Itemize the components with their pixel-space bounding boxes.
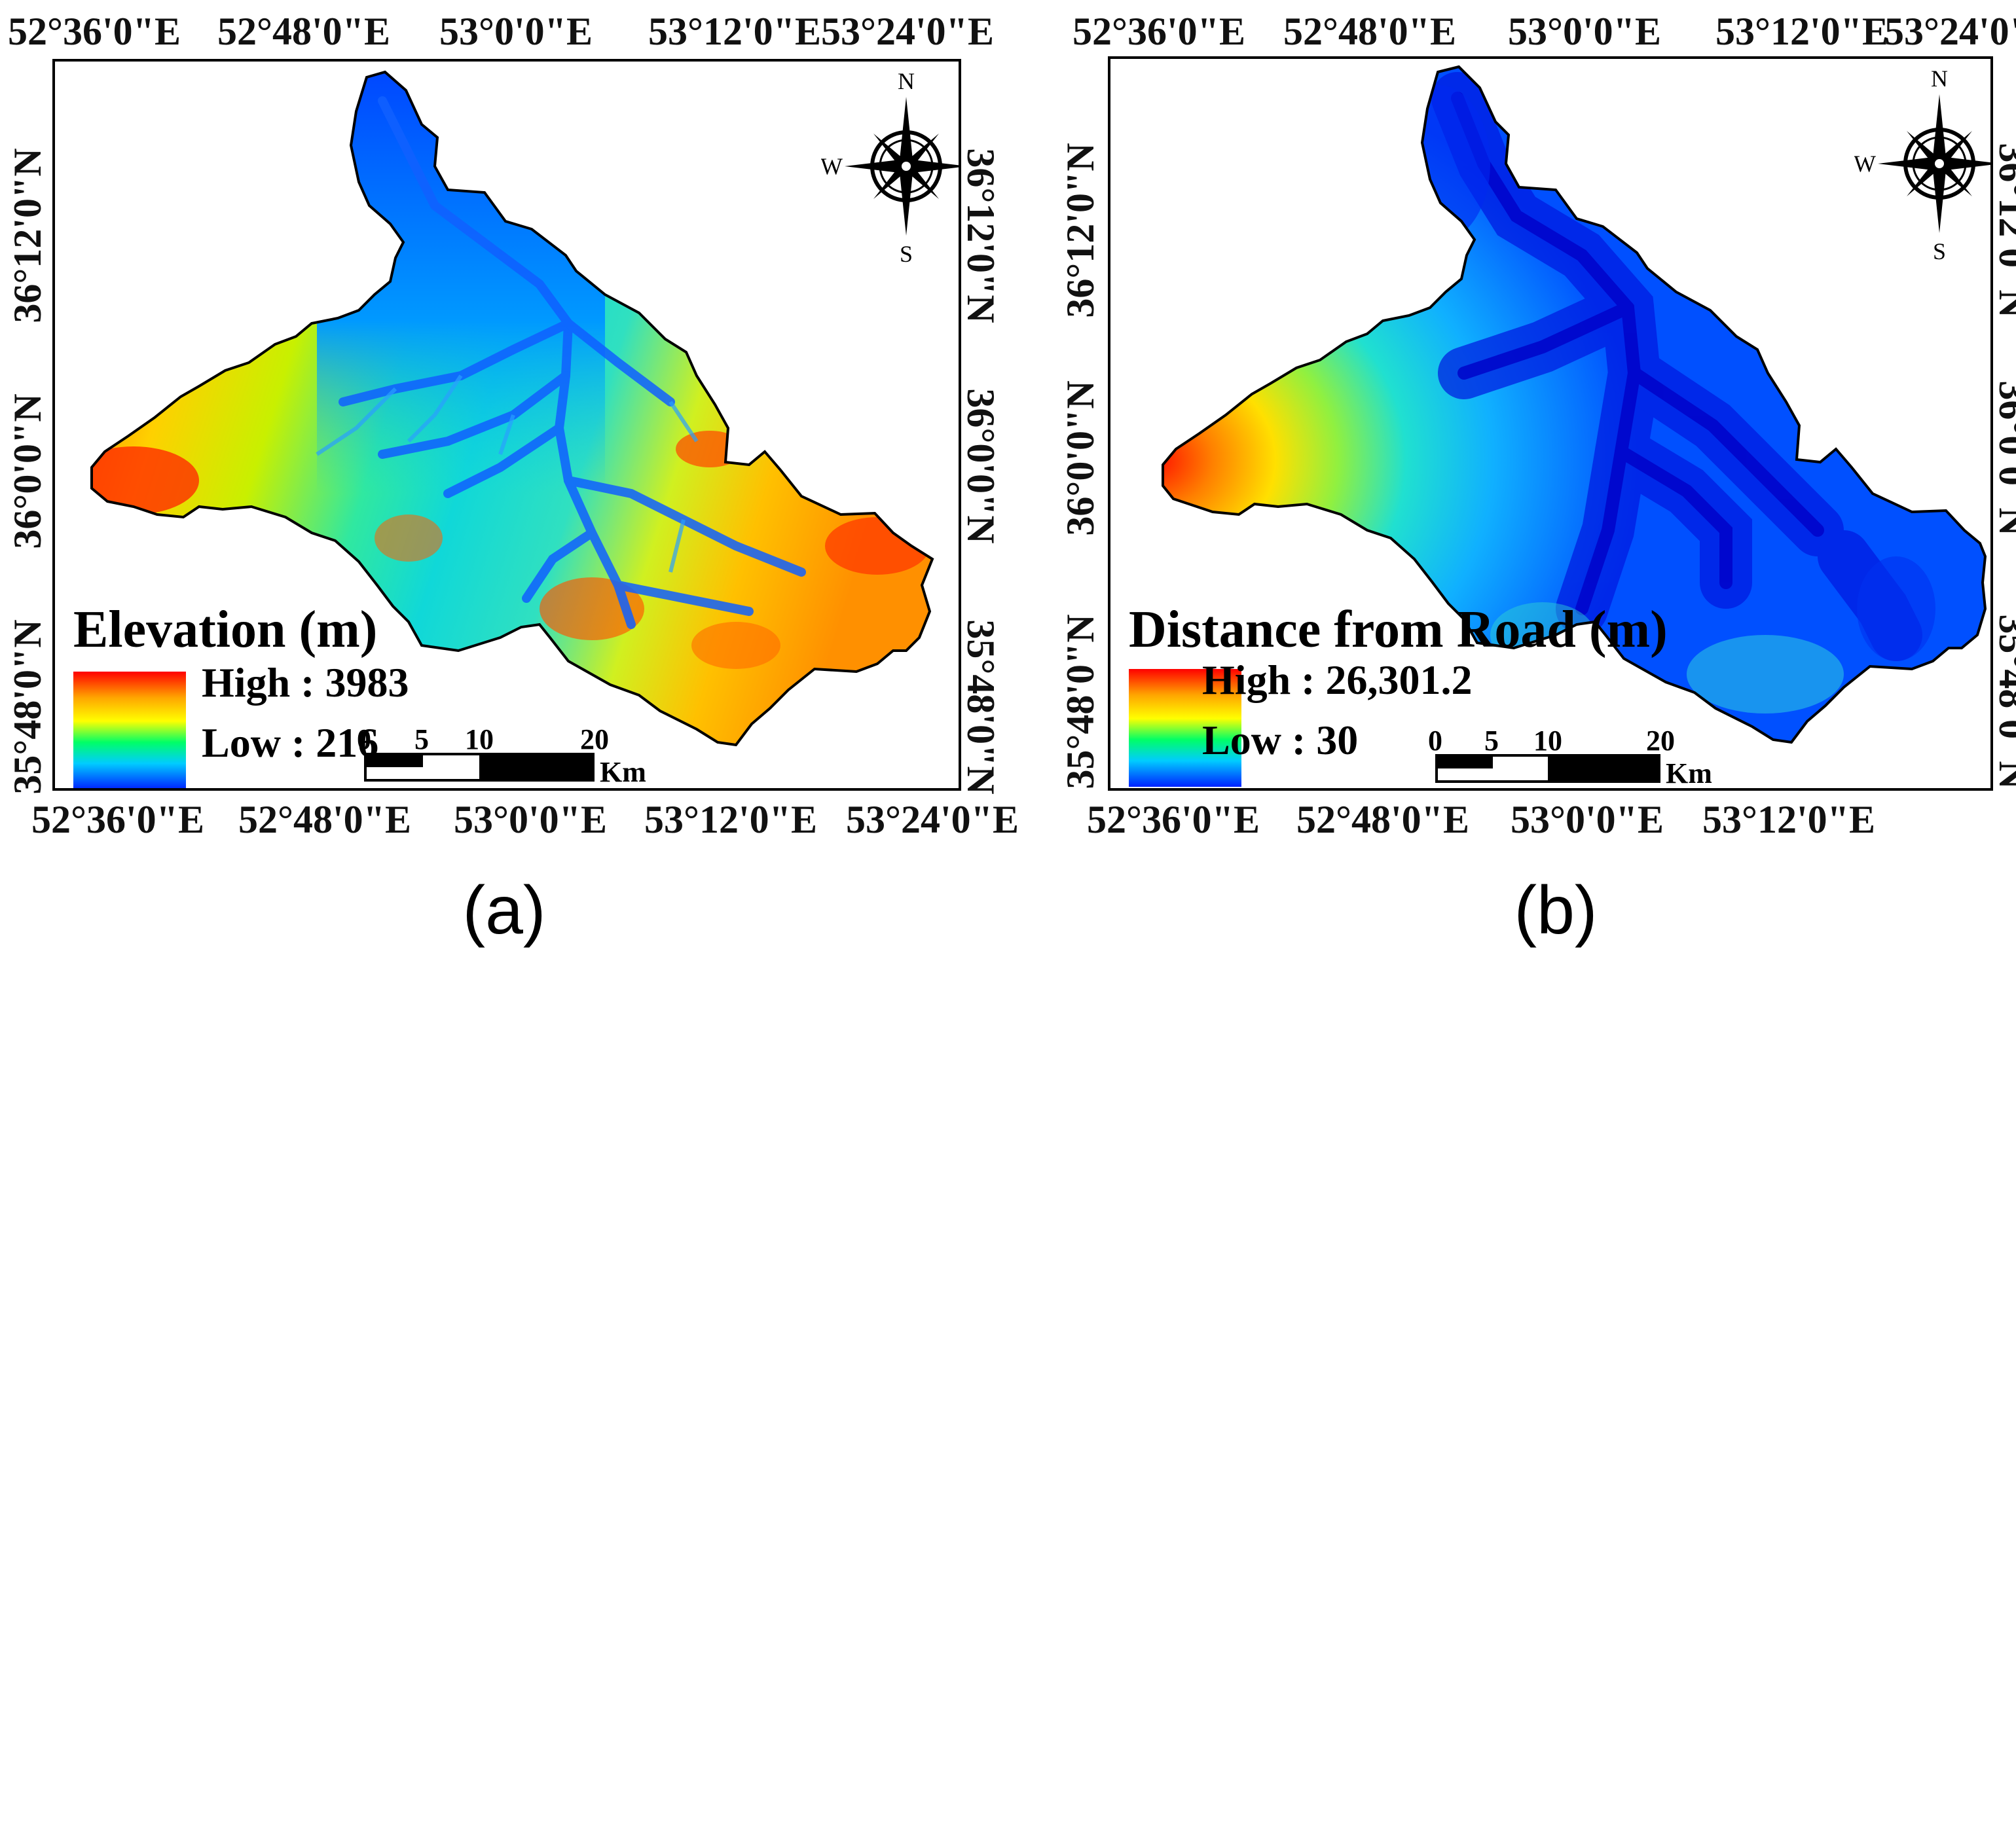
top-lon-label: 52°36'0"E [1072, 10, 1245, 54]
bottom-lon-label: 53°12'0"E [644, 799, 817, 842]
distance-from-road-map [1162, 65, 1987, 744]
scale-tick-label: 0 [1428, 724, 1442, 757]
scale-tick-label: 5 [414, 723, 429, 755]
bottom-lon-label: 53°0'0"E [1511, 799, 1664, 842]
top-lon-label: 53°0'0"E [1508, 10, 1661, 54]
legend-high-label: High : 26,301.2 [1202, 656, 1473, 703]
scale-bar [364, 753, 595, 782]
compass-n: N [898, 68, 915, 94]
compass-s: S [900, 241, 913, 264]
bottom-lon-label: 53°24'0"E [846, 799, 1019, 842]
bottom-lon-label: 52°36'0"E [1087, 799, 1260, 842]
scale-tick-label: 20 [1646, 724, 1675, 757]
top-lon-label: 53°12'0"E [648, 10, 821, 54]
top-lon-label: 53°24'0"E [1884, 10, 2016, 54]
legend-title: Elevation (m) [73, 600, 378, 659]
bottom-lon-label: 52°36'0"E [31, 799, 204, 842]
top-lon-label: 53°24'0"E [821, 10, 994, 54]
left-lat-label: 36°0'0"N [1059, 380, 1103, 536]
scale-tick-label: 10 [1533, 724, 1562, 757]
bottom-lon-label: 52°48'0"E [238, 799, 411, 842]
compass-w: W [821, 153, 843, 179]
left-lat-label: 36°0'0"N [7, 393, 50, 549]
scale-tick-label: 0 [357, 723, 371, 755]
north-arrow-compass-icon: N S W E [821, 68, 959, 264]
scale-unit: Km [600, 755, 646, 788]
legend-low-label: Low : 216 [202, 719, 379, 766]
panel-caption: (b) [1514, 873, 1598, 949]
legend-color-ramp [1129, 669, 1241, 787]
left-lat-label: 36°12'0"N [7, 148, 50, 323]
elevation-map [90, 70, 934, 747]
top-lon-label: 53°12'0"E [1715, 10, 1888, 54]
scale-tick-label: 20 [580, 723, 609, 755]
top-lon-label: 52°48'0"E [1283, 10, 1456, 54]
legend-high-label: High : 3983 [202, 659, 409, 706]
top-lon-label: 52°48'0"E [217, 10, 390, 54]
compass-n: N [1931, 65, 1948, 92]
map-panel-b-body: 52°36'0"E 52°48'0"E 53°0'0"E 53°12'0"E 5… [995, 0, 2016, 1842]
right-lat-label: 35°48'0"N [1990, 614, 2016, 789]
figure-canvas: 52°36'0"E 52°48'0"E 53°0'0"E 53°12'0"E 5… [0, 0, 2016, 949]
legend-low-label: Low : 30 [1202, 716, 1359, 763]
map-frame: N S W E Elevation (m) High : 3983 Low : … [52, 59, 961, 791]
right-lat-label: 36°0'0"N [1990, 380, 2016, 536]
north-arrow-compass-icon: N S W E [1854, 65, 1990, 262]
compass-s: S [1933, 238, 1946, 262]
left-lat-label: 35°48'0"N [7, 619, 50, 795]
top-lon-label: 53°0'0"E [439, 10, 593, 54]
map-frame: N S W E Distance from Road (m) High : 26… [1108, 56, 1993, 791]
bottom-lon-label: 52°48'0"E [1296, 799, 1469, 842]
legend-title: Distance from Road (m) [1129, 600, 1668, 659]
basin-outline [1162, 65, 1987, 744]
compass-w: W [1854, 151, 1876, 177]
right-lat-label: 36°12'0"N [1990, 143, 2016, 318]
scale-unit: Km [1666, 757, 1712, 789]
top-lon-label: 52°36'0"E [8, 10, 181, 54]
panel-caption: (a) [462, 873, 546, 949]
scale-tick-label: 10 [465, 723, 494, 755]
bottom-lon-label: 53°0'0"E [454, 799, 607, 842]
scale-bar [1435, 754, 1660, 783]
scale-tick-label: 5 [1484, 724, 1499, 757]
basin-outline [90, 70, 934, 747]
left-lat-label: 36°12'0"N [1059, 143, 1103, 318]
bottom-lon-label: 53°12'0"E [1702, 799, 1875, 842]
left-lat-label: 35°48'0"N [1059, 614, 1103, 789]
legend-color-ramp [73, 672, 186, 788]
